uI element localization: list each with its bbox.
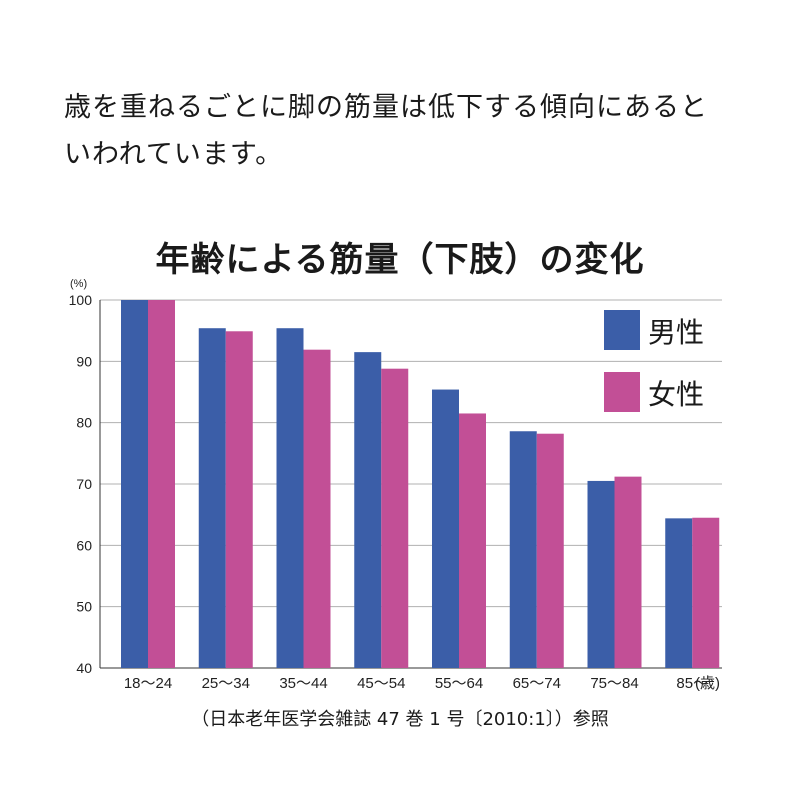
source-citation: （日本老年医学会雑誌 47 巻 1 号〔2010:1〕）参照: [191, 709, 609, 730]
bar-female-3: [381, 368, 409, 668]
bar-male-2: [276, 328, 304, 668]
y-tick-label: 70: [76, 476, 92, 492]
legend-label-male: 男性: [648, 317, 704, 348]
x-tick-label: 75～84: [590, 675, 638, 692]
y-axis-unit-label: (%): [70, 278, 87, 290]
bar-female-6: [614, 476, 642, 668]
bar-male-6: [587, 480, 615, 668]
x-tick-label: 85～: [676, 675, 708, 692]
intro-line-2: いわれています。: [64, 139, 284, 170]
bar-female-0: [148, 300, 175, 668]
y-tick-label: 40: [76, 660, 92, 676]
bar-female-4: [459, 413, 486, 668]
legend-swatch-female: [604, 372, 640, 412]
legend-swatch-male: [604, 310, 640, 350]
x-tick-label: 65～74: [513, 675, 561, 692]
chart-title: 年齢による筋量（下肢）の変化: [155, 240, 645, 280]
intro-text: 歳を重ねるごとに脚の筋量は低下する傾向にあると いわれています。: [64, 84, 764, 178]
bar-male-7: [665, 518, 693, 668]
bar-male-3: [354, 352, 382, 668]
x-tick-label: 25～34: [202, 675, 250, 692]
y-tick-label: 80: [76, 415, 92, 431]
x-axis-unit-label: (歳): [695, 675, 720, 692]
bar-female-5: [536, 433, 564, 668]
y-tick-label: 50: [76, 599, 92, 615]
bar-male-0: [121, 300, 148, 668]
bar-male-4: [432, 389, 459, 668]
bar-female-1: [225, 331, 253, 668]
intro-line-1: 歳を重ねるごとに脚の筋量は低下する傾向にあると: [64, 92, 708, 123]
legend-label-female: 女性: [648, 379, 704, 410]
x-tick-label: 45～54: [357, 675, 405, 692]
bar-female-7: [692, 517, 720, 668]
y-tick-label: 100: [69, 292, 93, 308]
bar-male-5: [509, 431, 537, 668]
x-tick-label: 35～44: [279, 675, 327, 692]
x-tick-label: 18～24: [124, 675, 172, 692]
y-tick-label: 60: [76, 537, 92, 553]
x-tick-label: 55～64: [435, 675, 483, 692]
bar-male-1: [198, 328, 226, 668]
y-tick-label: 90: [76, 353, 92, 369]
bar-female-2: [303, 349, 331, 668]
